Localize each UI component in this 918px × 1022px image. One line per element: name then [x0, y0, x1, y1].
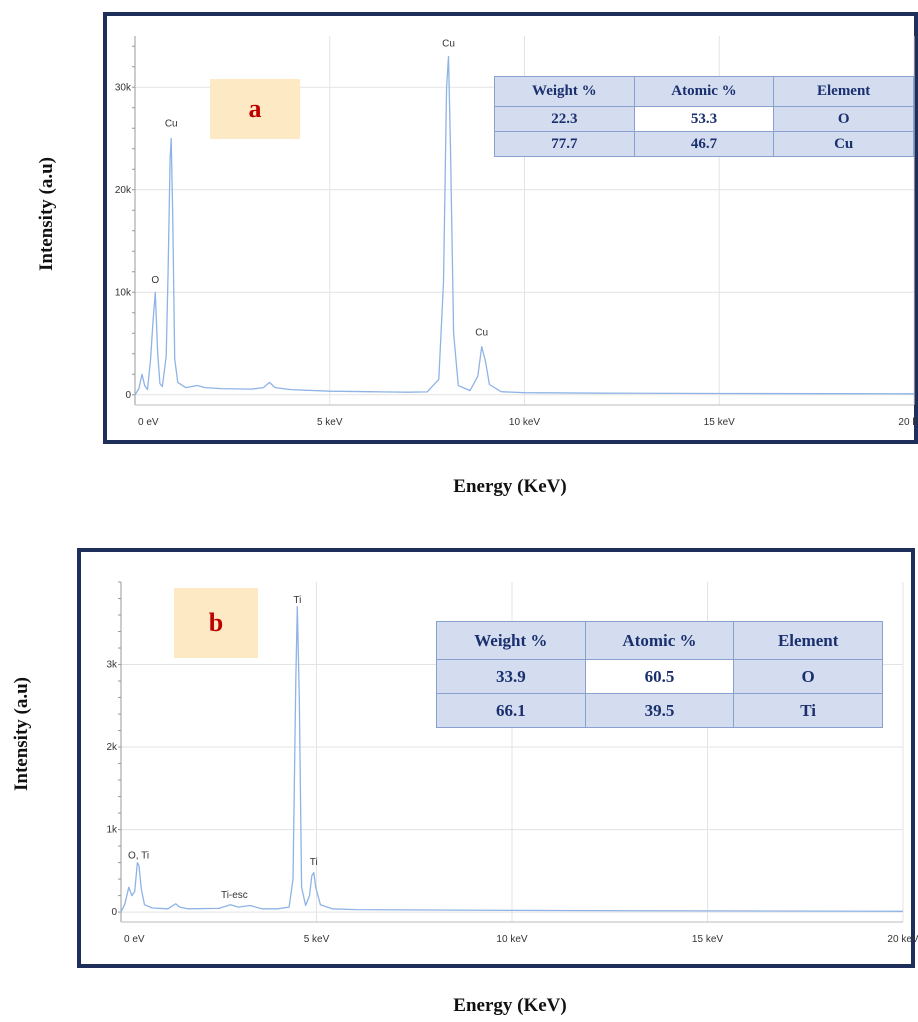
peak-label: Cu	[165, 118, 178, 129]
cell-element: O	[733, 659, 883, 694]
header-weight: Weight %	[436, 621, 586, 660]
header-element: Element	[773, 76, 914, 107]
peak-label: Cu	[475, 327, 488, 338]
header-atomic: Atomic %	[633, 76, 775, 107]
peak-label: O, Ti	[128, 851, 149, 862]
x-tick-label: 5 keV	[304, 934, 330, 945]
x-tick-label: 5 keV	[317, 417, 343, 428]
y-tick-label: 0	[125, 390, 131, 401]
cell-atomic: 53.3	[633, 106, 775, 132]
table-header-row: Weight % Atomic % Element	[494, 76, 914, 107]
cell-element: Ti	[733, 693, 883, 728]
y-tick-label: 20k	[115, 185, 132, 196]
x-tick-label: 15 keV	[692, 934, 723, 945]
x-axis-label-a: Energy (KeV)	[453, 476, 567, 497]
spectrum-line-series-0	[120, 606, 904, 913]
y-tick-label: 30k	[115, 82, 132, 93]
peak-label: Ti	[310, 857, 318, 868]
cell-weight: 22.3	[494, 106, 635, 132]
y-tick-label: 1k	[106, 825, 118, 836]
header-weight: Weight %	[494, 76, 635, 107]
cell-atomic: 46.7	[633, 131, 775, 157]
y-tick-label: 3k	[106, 660, 118, 671]
x-tick-label: 10 keV	[509, 417, 540, 428]
composition-table-b: Weight % Atomic % Element 33.9 60.5 O 66…	[436, 621, 883, 728]
peak-label: Ti-esc	[221, 890, 248, 901]
y-tick-label: 10k	[115, 287, 132, 298]
y-tick-label: 2k	[106, 742, 118, 753]
x-tick-label: 20 keV	[898, 417, 918, 428]
header-element: Element	[733, 621, 883, 660]
x-tick-label: 10 keV	[496, 934, 527, 945]
peak-label: Ti	[293, 595, 301, 606]
table-row: 77.7 46.7 Cu	[494, 131, 914, 157]
cell-element: Cu	[773, 131, 914, 157]
cell-weight: 77.7	[494, 131, 635, 157]
y-axis-label-b: Intensity (a.u)	[11, 677, 32, 792]
table-row: 22.3 53.3 O	[494, 106, 914, 132]
panel-letter-b: b	[174, 588, 258, 658]
cell-element: O	[773, 106, 914, 132]
table-header-row: Weight % Atomic % Element	[436, 621, 883, 660]
x-tick-label: 0 eV	[124, 934, 145, 945]
table-row: 66.1 39.5 Ti	[436, 693, 883, 728]
peak-label: Cu	[442, 38, 455, 49]
header-atomic: Atomic %	[584, 621, 735, 660]
peak-label: O	[151, 275, 159, 286]
x-axis-label-b: Energy (KeV)	[453, 995, 567, 1016]
table-row: 33.9 60.5 O	[436, 659, 883, 694]
cell-weight: 33.9	[436, 659, 586, 694]
panel-letter-a: a	[210, 79, 300, 139]
composition-table-a: Weight % Atomic % Element 22.3 53.3 O 77…	[494, 76, 914, 157]
cell-weight: 66.1	[436, 693, 586, 728]
y-axis-label-a: Intensity (a.u)	[36, 157, 57, 272]
cell-atomic: 39.5	[584, 693, 735, 728]
cell-atomic: 60.5	[584, 659, 735, 694]
spectrum-line-series-0	[134, 55, 915, 396]
x-tick-label: 15 keV	[704, 417, 735, 428]
spectrum-panel-b: 0 eV 5 keV 10 keV 15 keV 20 keV 0 1k 2k 3k O, Ti T…	[77, 548, 918, 968]
x-tick-label: 0 eV	[138, 417, 159, 428]
x-tick-label: 20 keV	[887, 934, 918, 945]
y-tick-label: 0	[111, 907, 117, 918]
